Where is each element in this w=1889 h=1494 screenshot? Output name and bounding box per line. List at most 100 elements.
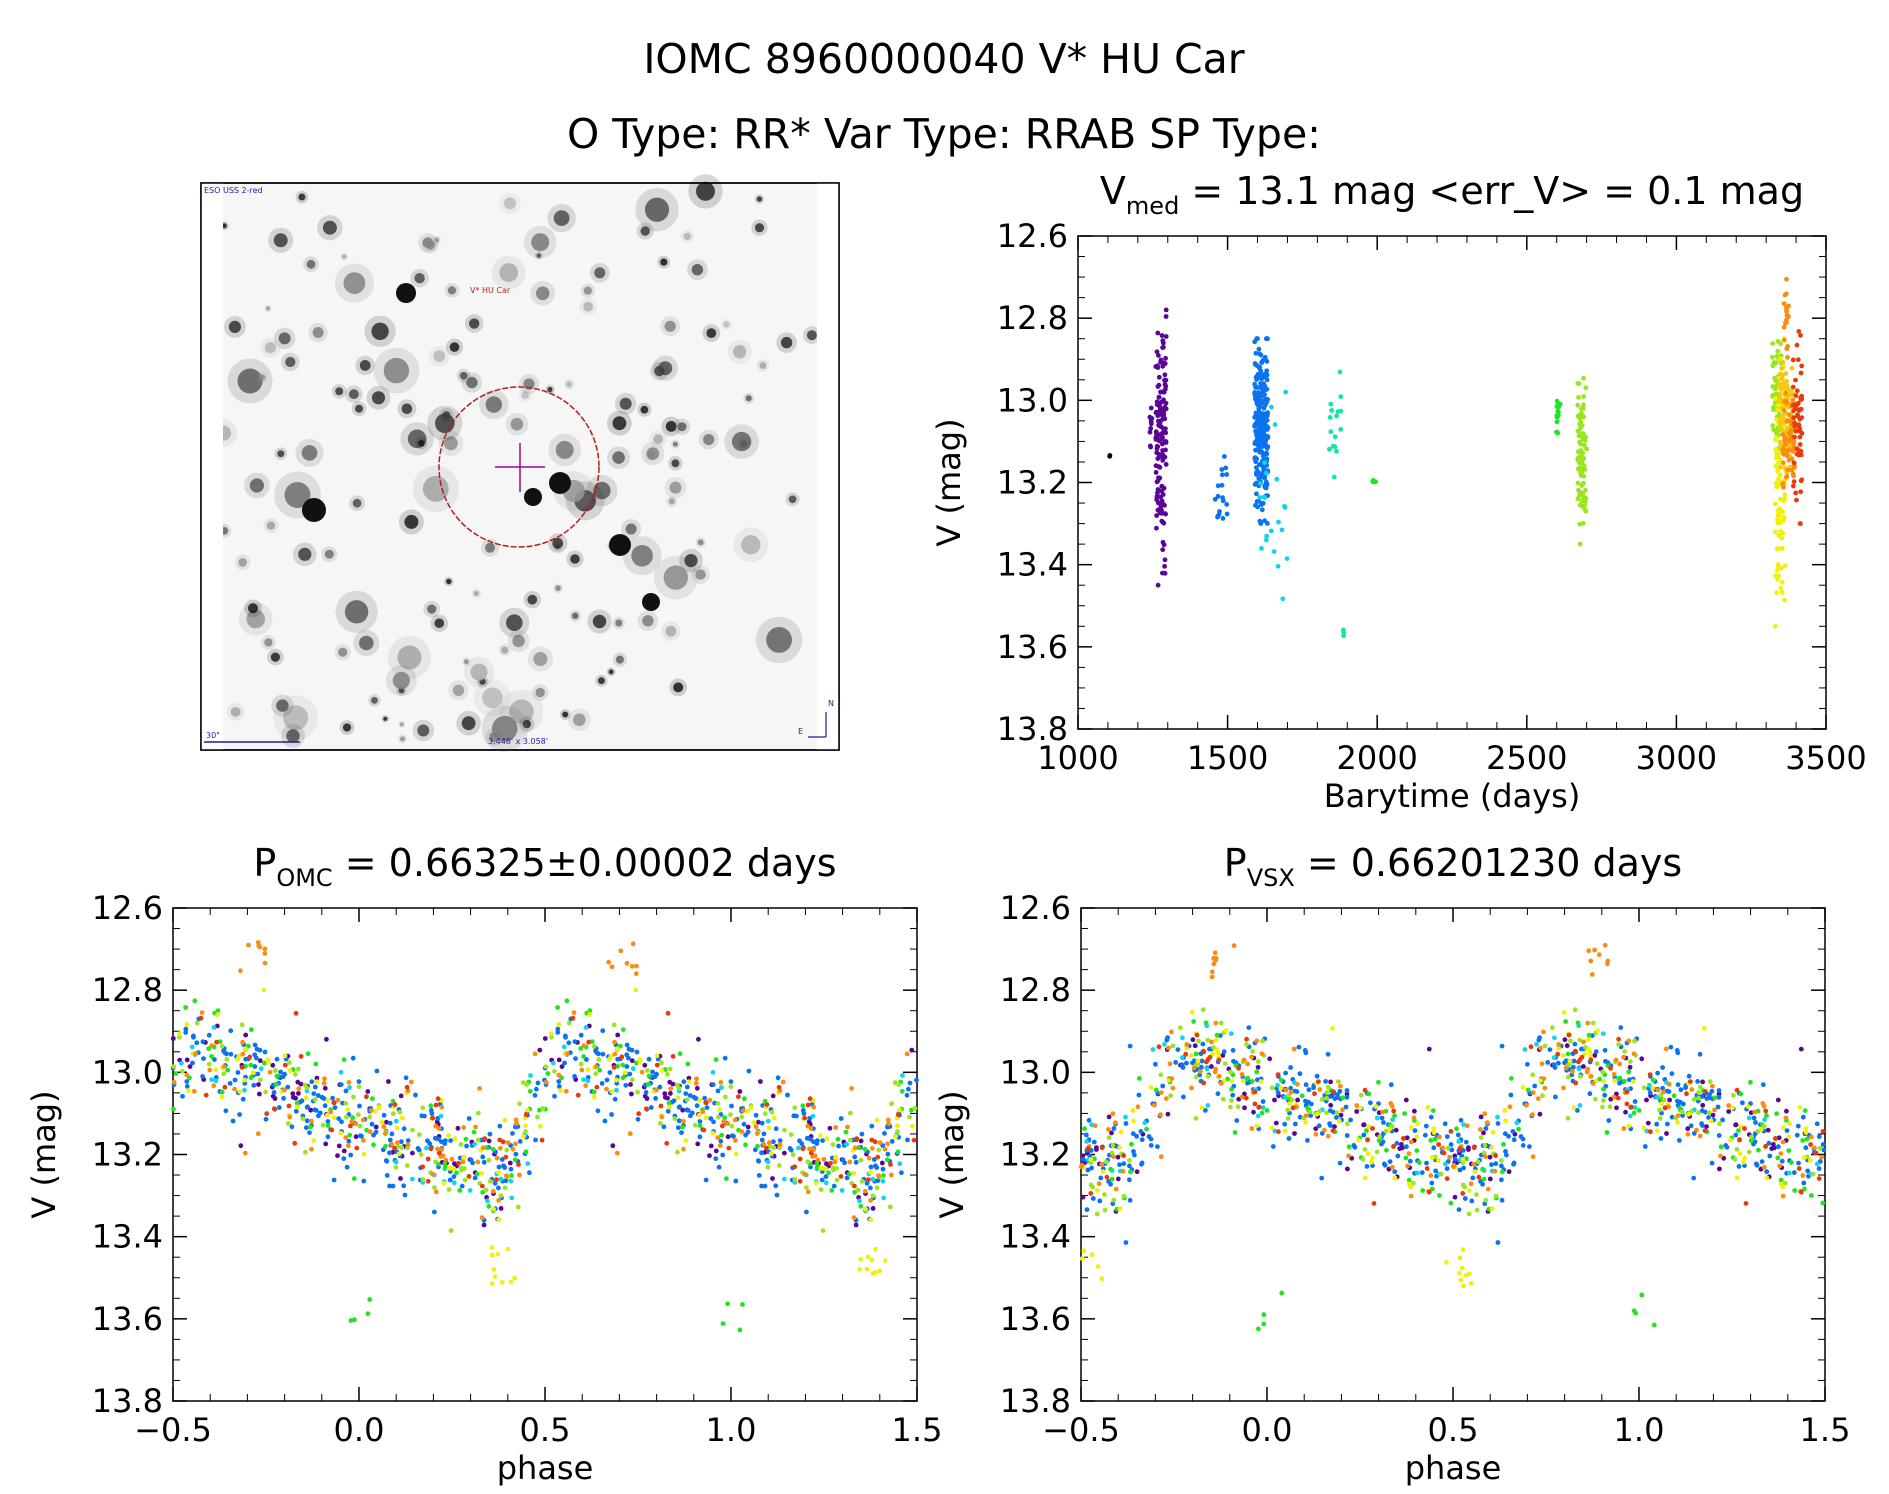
- finder-star: [343, 272, 366, 294]
- data-point: [1245, 1080, 1250, 1086]
- data-point: [1252, 423, 1257, 429]
- data-point: [626, 1055, 631, 1061]
- finder-star: [501, 646, 509, 654]
- data-point: [1803, 1130, 1809, 1135]
- data-point: [503, 1154, 509, 1160]
- data-point: [1440, 1145, 1445, 1151]
- data-point: [835, 1136, 841, 1142]
- data-point: [743, 1142, 748, 1148]
- data-point: [1793, 428, 1799, 434]
- data-point: [1602, 1092, 1608, 1098]
- data-point: [1561, 1010, 1567, 1015]
- finder-star: [696, 181, 715, 201]
- data-point: [373, 1124, 379, 1130]
- data-point: [1504, 1152, 1509, 1158]
- finder-star: [417, 724, 430, 737]
- data-point: [1254, 491, 1259, 497]
- data-point: [873, 1270, 878, 1275]
- data-point: [1776, 1144, 1781, 1150]
- data-point: [312, 1107, 318, 1113]
- data-point: [1588, 1073, 1594, 1079]
- data-point: [885, 1151, 891, 1157]
- data-point: [1127, 1158, 1132, 1163]
- data-point: [1616, 1042, 1621, 1047]
- data-point: [618, 1043, 623, 1049]
- data-point: [827, 1125, 833, 1131]
- data-point: [1780, 1193, 1786, 1199]
- data-point: [280, 1074, 286, 1079]
- data-point: [502, 1185, 508, 1191]
- data-point: [859, 1131, 865, 1137]
- data-point: [1667, 1097, 1672, 1103]
- finder-star: [531, 233, 550, 252]
- data-point: [1162, 563, 1167, 569]
- data-point: [1565, 1115, 1571, 1121]
- data-point: [839, 1188, 845, 1193]
- data-point: [1170, 1085, 1176, 1091]
- data-point: [611, 1022, 617, 1028]
- data-point: [777, 1142, 783, 1148]
- data-point: [1622, 1049, 1627, 1054]
- data-point: [475, 1110, 481, 1116]
- data-point: [1461, 1165, 1466, 1171]
- data-point: [1163, 314, 1169, 319]
- data-point: [612, 1039, 617, 1045]
- finder-star: [625, 523, 637, 535]
- data-point: [1816, 1134, 1822, 1139]
- data-point: [1581, 414, 1587, 420]
- data-point: [672, 1116, 678, 1121]
- data-point: [680, 1107, 686, 1113]
- data-point: [428, 1108, 434, 1113]
- plot-title-subscript: med: [1126, 192, 1179, 220]
- data-point: [1270, 1144, 1276, 1149]
- plot-title-main: V: [1100, 169, 1126, 213]
- data-point: [1774, 484, 1780, 490]
- data-point: [1518, 1134, 1524, 1139]
- data-point: [309, 1079, 315, 1085]
- data-point: [599, 1081, 605, 1086]
- data-point: [654, 1062, 660, 1068]
- data-point: [1392, 1169, 1398, 1175]
- data-point: [877, 1268, 883, 1274]
- data-point: [1239, 1094, 1245, 1100]
- data-point: [1541, 1076, 1547, 1081]
- data-point: [759, 1120, 765, 1126]
- data-point: [1256, 1104, 1262, 1110]
- data-point: [904, 1092, 910, 1098]
- data-point: [1156, 353, 1161, 358]
- data-point: [589, 1039, 595, 1044]
- data-point: [1162, 570, 1168, 576]
- data-point: [1082, 1126, 1087, 1132]
- data-point: [464, 1143, 469, 1149]
- data-points: [1107, 276, 1805, 639]
- data-point: [221, 1064, 227, 1069]
- data-point: [173, 1071, 179, 1076]
- data-point: [1135, 1104, 1141, 1110]
- finder-star: [553, 210, 570, 227]
- data-point: [1793, 490, 1799, 496]
- data-point: [353, 1121, 359, 1127]
- data-point: [239, 1022, 245, 1028]
- data-point: [270, 1062, 276, 1068]
- data-point: [1447, 1154, 1452, 1160]
- data-point: [1430, 1108, 1436, 1113]
- data-point: [341, 1156, 347, 1161]
- data-point: [1771, 427, 1777, 433]
- data-point: [1775, 338, 1781, 344]
- data-point: [1204, 1066, 1210, 1072]
- data-point: [1748, 1079, 1753, 1085]
- data-point: [1452, 1156, 1458, 1162]
- data-point: [1471, 1145, 1477, 1151]
- data-point: [720, 1152, 726, 1158]
- data-point: [1324, 1110, 1329, 1116]
- data-point: [838, 1174, 844, 1179]
- data-point: [1628, 1104, 1634, 1110]
- data-point: [517, 1139, 523, 1144]
- data-point: [1393, 1127, 1399, 1133]
- data-point: [1160, 363, 1166, 369]
- data-point: [838, 1116, 844, 1121]
- data-point: [666, 1104, 672, 1110]
- data-point: [885, 1117, 891, 1123]
- data-point: [1469, 1198, 1475, 1204]
- data-point: [1775, 348, 1781, 354]
